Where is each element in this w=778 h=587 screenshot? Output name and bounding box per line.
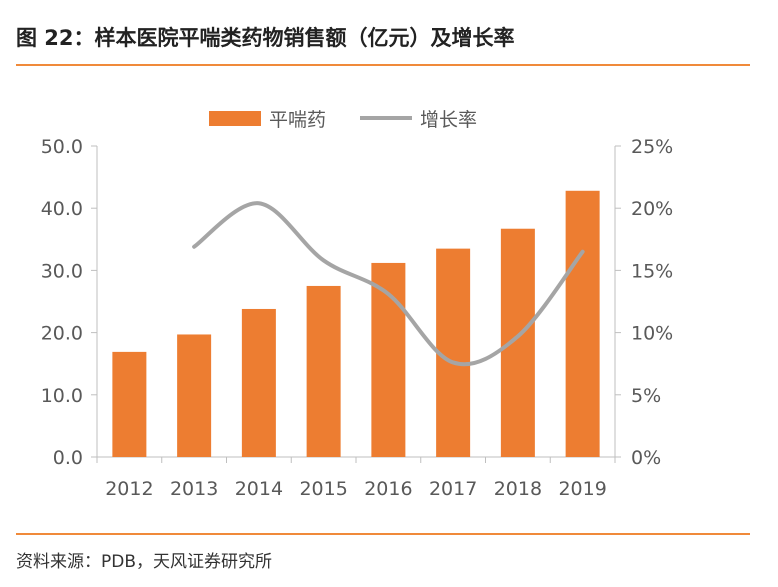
y-right-tick-label: 5% — [631, 385, 661, 407]
x-tick-label: 2013 — [170, 478, 218, 500]
x-tick-label: 2012 — [105, 478, 153, 500]
x-tick-label: 2014 — [235, 478, 283, 500]
bar — [565, 190, 600, 457]
y-right-tick-label: 25% — [631, 136, 673, 158]
bar — [112, 351, 147, 457]
legend-swatch-bar — [209, 111, 261, 126]
bar — [436, 248, 471, 457]
title-divider — [16, 64, 750, 66]
y-right-tick-label: 15% — [631, 260, 673, 282]
x-tick-label: 2017 — [429, 478, 477, 500]
source-note: 资料来源：PDB，天风证券研究所 — [16, 552, 273, 572]
legend-label-bar: 平喘药 — [269, 109, 326, 131]
bar — [177, 334, 212, 457]
bar — [500, 228, 535, 457]
y-left-tick-label: 20.0 — [41, 323, 83, 345]
x-tick-label: 2016 — [364, 478, 412, 500]
x-tick-label: 2015 — [299, 478, 347, 500]
legend-label-line: 增长率 — [420, 109, 477, 131]
x-tick-label: 2018 — [494, 478, 542, 500]
y-left-axis: 0.0 10.0 20.0 30.0 40.0 50.0 — [41, 136, 98, 469]
y-left-tick-label: 40.0 — [41, 198, 83, 220]
chart-title: 图 22：样本医院平喘类药物销售额（亿元）及增长率 — [16, 26, 515, 50]
x-tick-label: 2019 — [558, 478, 606, 500]
y-right-axis: 0% 5% 10% 15% 20% 25% — [614, 136, 673, 469]
y-right-tick-label: 0% — [631, 447, 661, 469]
footer-divider — [16, 533, 750, 535]
bar — [241, 308, 276, 457]
y-left-tick-label: 30.0 — [41, 260, 83, 282]
legend: 平喘药 增长率 — [209, 109, 477, 131]
y-left-tick-label: 10.0 — [41, 385, 83, 407]
bar — [306, 285, 341, 457]
y-right-tick-label: 20% — [631, 198, 673, 220]
growth-rate-line — [192, 201, 585, 367]
y-left-tick-label: 50.0 — [41, 136, 83, 158]
bar-series — [112, 190, 600, 457]
line-series — [192, 201, 585, 367]
y-left-tick-label: 0.0 — [53, 447, 83, 469]
x-axis: 2012 2013 2014 2015 2016 2017 2018 2019 — [96, 456, 616, 500]
y-right-tick-label: 10% — [631, 323, 673, 345]
